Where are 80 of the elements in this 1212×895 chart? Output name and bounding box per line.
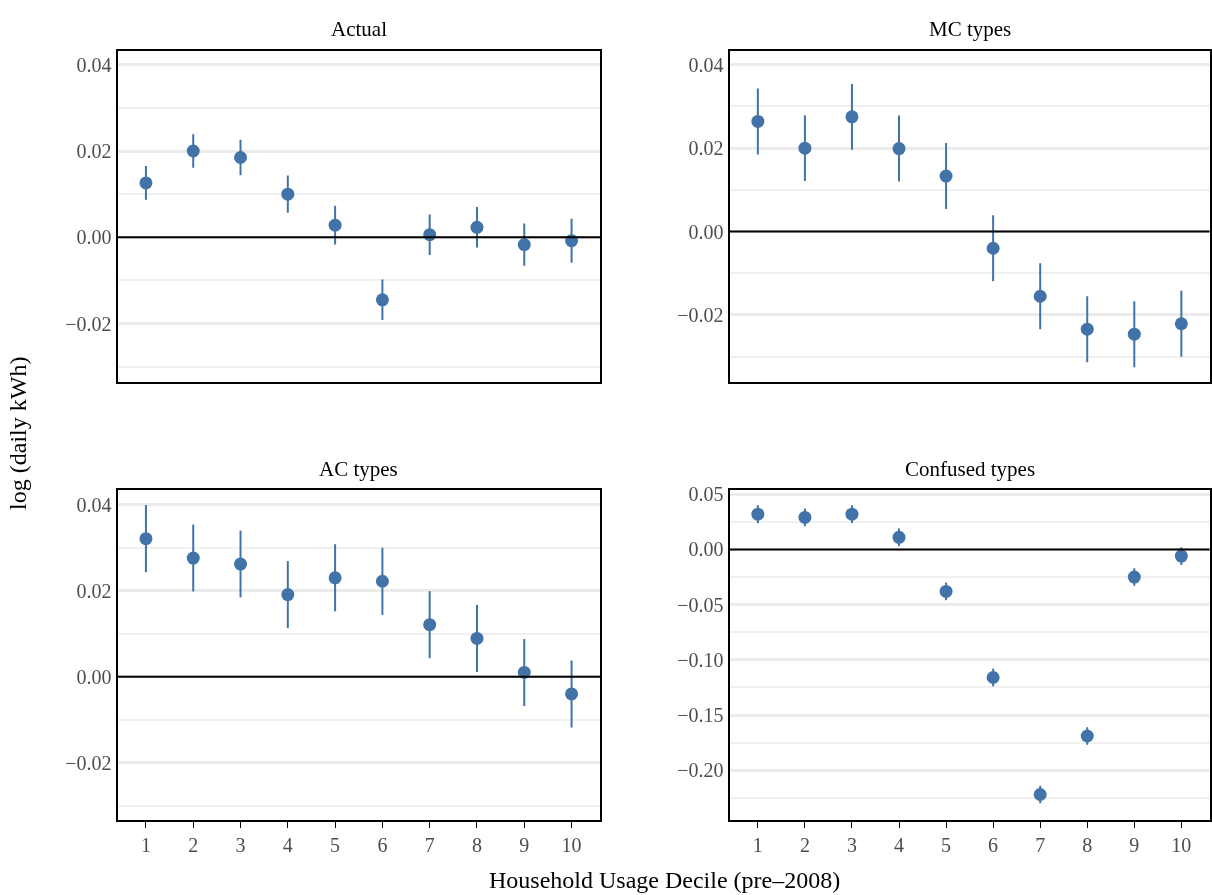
point bbox=[845, 507, 859, 521]
point bbox=[139, 532, 153, 546]
point bbox=[234, 557, 248, 571]
point bbox=[328, 571, 342, 585]
point bbox=[281, 588, 295, 602]
chart-title: Actual bbox=[331, 17, 388, 41]
y-tick-label: 0.02 bbox=[76, 140, 112, 162]
y-tick-label: −0.02 bbox=[677, 303, 724, 326]
point bbox=[751, 507, 765, 521]
x-tick-label: 2 bbox=[799, 834, 810, 857]
point bbox=[986, 670, 1000, 684]
point bbox=[845, 110, 859, 124]
y-axis-title: log (daily kWh) bbox=[5, 356, 32, 510]
point bbox=[565, 687, 579, 701]
x-tick-label: 9 bbox=[519, 834, 530, 857]
x-axis-title: Household Usage Decile (pre–2008) bbox=[489, 867, 841, 893]
point bbox=[986, 241, 1000, 255]
y-tick-label: 0.04 bbox=[688, 53, 724, 76]
x-tick-label: 7 bbox=[424, 834, 435, 857]
y-tick-label: −0.02 bbox=[65, 751, 112, 774]
y-tick-label: −0.10 bbox=[677, 648, 724, 671]
point bbox=[1127, 570, 1141, 584]
point bbox=[186, 144, 200, 158]
x-tick-label: 5 bbox=[330, 834, 341, 857]
y-tick-label: 0.04 bbox=[76, 493, 112, 516]
x-tick-label: 10 bbox=[1171, 834, 1192, 857]
x-tick-label: 8 bbox=[1082, 834, 1093, 857]
y-tick-label: −0.02 bbox=[65, 312, 112, 335]
x-tick-label: 7 bbox=[1035, 834, 1046, 857]
x-tick-label: 4 bbox=[282, 834, 293, 857]
x-tick-label: 3 bbox=[846, 834, 857, 857]
point bbox=[892, 142, 906, 156]
point bbox=[139, 176, 153, 190]
point bbox=[939, 169, 953, 183]
point bbox=[892, 530, 906, 544]
x-tick-label: 9 bbox=[1129, 834, 1140, 857]
y-tick-label: 0.00 bbox=[688, 538, 724, 561]
point bbox=[751, 114, 765, 128]
point bbox=[234, 150, 248, 164]
y-tick-label: 0.00 bbox=[688, 220, 724, 243]
x-tick-label: 6 bbox=[377, 834, 388, 857]
point bbox=[1033, 787, 1047, 801]
point bbox=[186, 551, 200, 565]
chart-title: AC types bbox=[319, 457, 398, 481]
point bbox=[1080, 729, 1094, 743]
point bbox=[470, 631, 484, 645]
point bbox=[798, 141, 812, 155]
x-tick-label: 1 bbox=[140, 834, 151, 857]
y-tick-label: 0.00 bbox=[76, 226, 112, 249]
y-tick-label: 0.02 bbox=[688, 137, 724, 160]
x-tick-label: 5 bbox=[941, 834, 952, 857]
x-tick-label: 1 bbox=[752, 834, 763, 857]
point bbox=[281, 187, 295, 201]
y-tick-label: 0.04 bbox=[76, 53, 112, 76]
point bbox=[470, 220, 484, 234]
x-tick-label: 3 bbox=[235, 834, 246, 857]
point bbox=[939, 584, 953, 598]
chart-title: Confused types bbox=[905, 457, 1036, 481]
point bbox=[375, 574, 389, 588]
y-tick-label: 0.00 bbox=[76, 665, 112, 688]
point bbox=[798, 510, 812, 524]
y-tick-label: 0.02 bbox=[76, 579, 112, 602]
point bbox=[517, 238, 531, 252]
x-tick-label: 6 bbox=[988, 834, 999, 857]
y-tick-label: −0.05 bbox=[677, 593, 724, 616]
point bbox=[1033, 289, 1047, 303]
x-tick-label: 8 bbox=[471, 834, 482, 857]
y-tick-label: −0.15 bbox=[677, 704, 724, 726]
y-tick-label: −0.20 bbox=[677, 759, 724, 782]
chart-title: MC types bbox=[929, 17, 1012, 41]
point bbox=[1127, 327, 1141, 341]
x-tick-label: 2 bbox=[188, 834, 199, 857]
point bbox=[423, 618, 437, 632]
x-tick-label: 4 bbox=[894, 834, 905, 857]
point bbox=[328, 218, 342, 232]
point bbox=[1174, 317, 1188, 331]
point bbox=[375, 293, 389, 307]
x-tick-label: 10 bbox=[561, 834, 582, 857]
point bbox=[1080, 322, 1094, 336]
y-tick-label: 0.05 bbox=[688, 483, 724, 506]
